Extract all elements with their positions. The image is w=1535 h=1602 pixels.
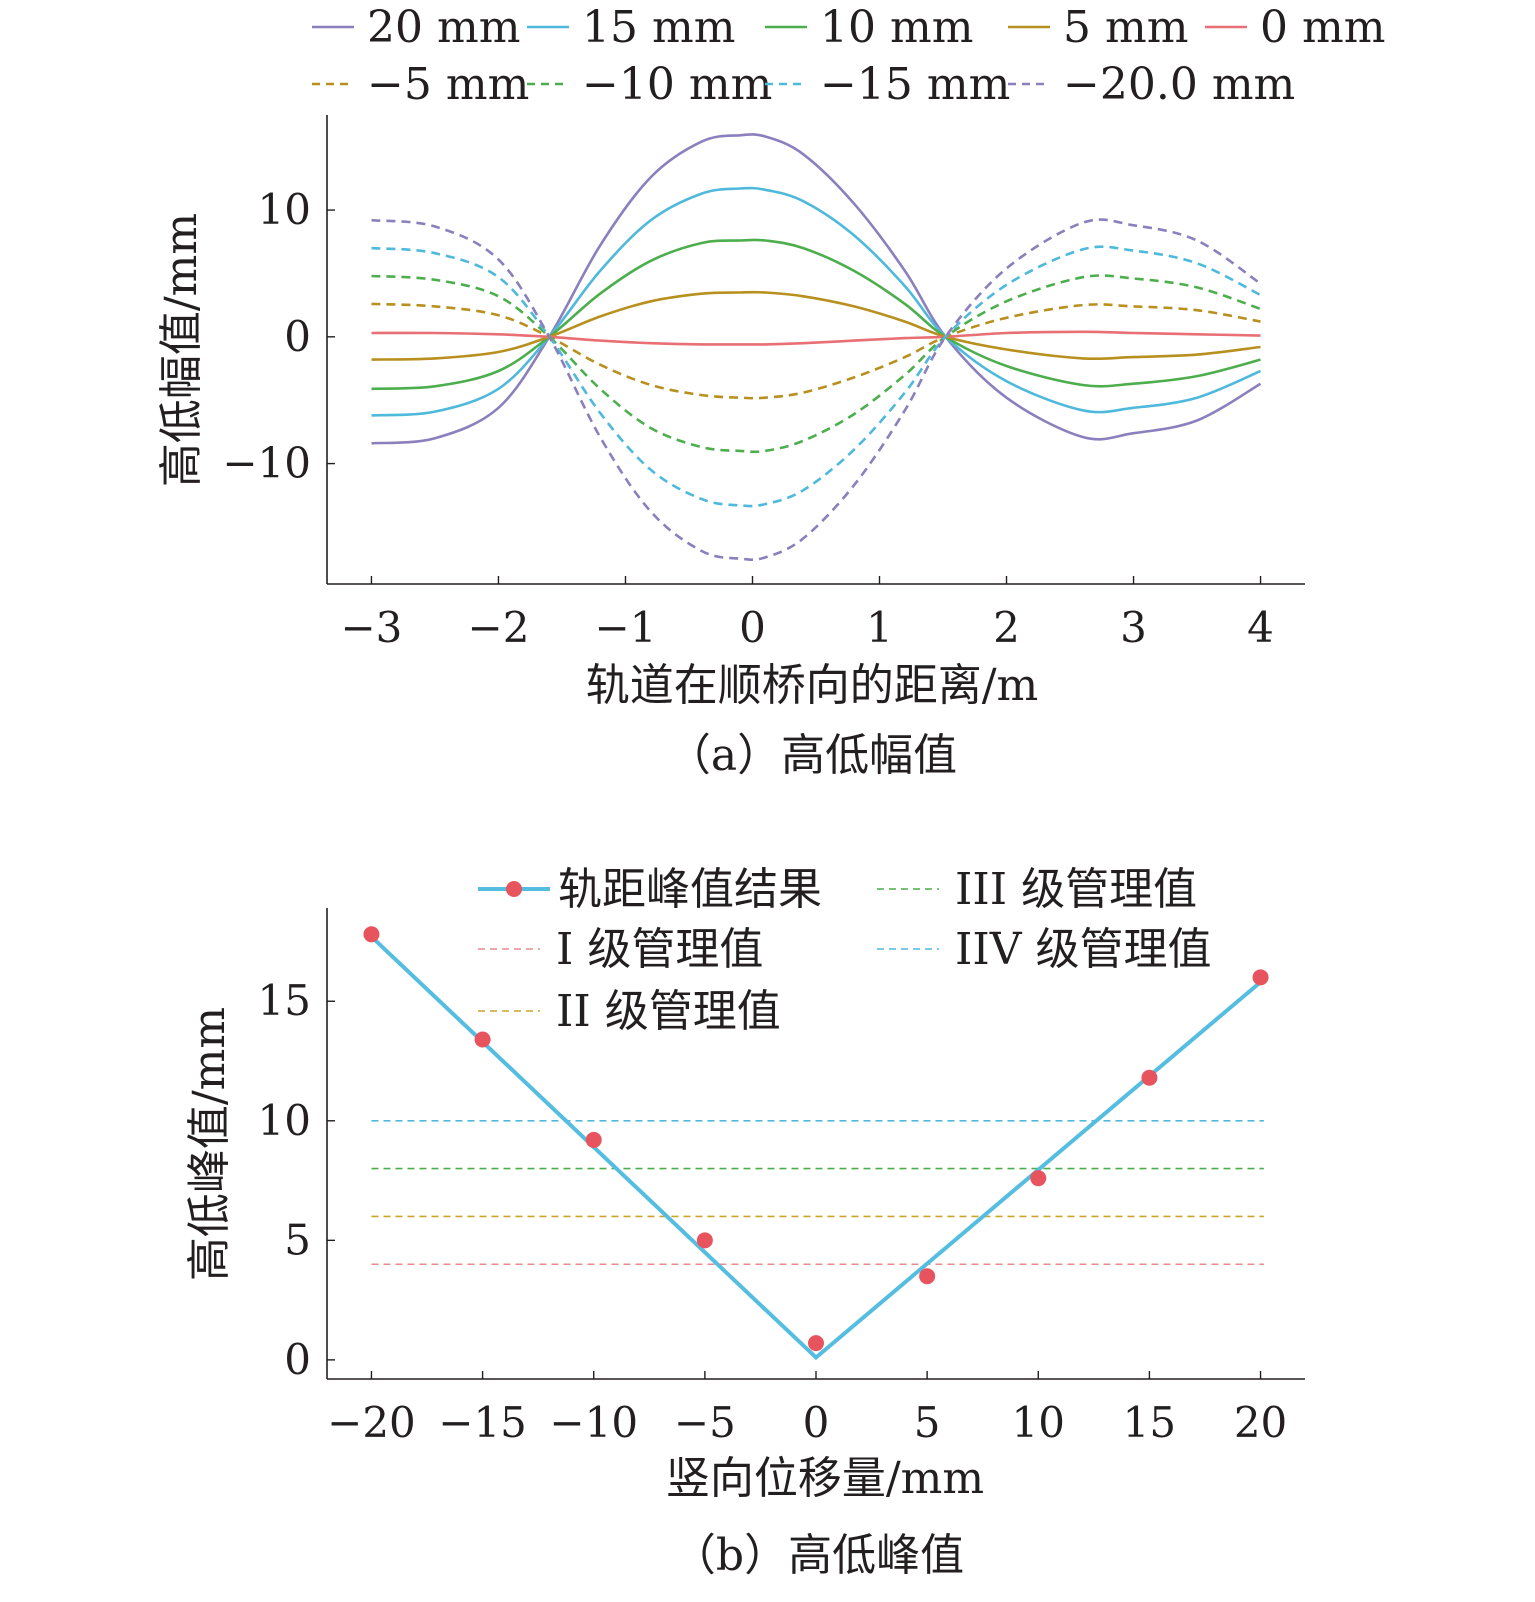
b-x-tick-label: −5 bbox=[674, 1398, 736, 1447]
a-legend-label-5-mm: 5 mm bbox=[1063, 2, 1188, 53]
a-legend-label-20-mm: 20 mm bbox=[367, 2, 520, 53]
b-y-tick-label: 10 bbox=[258, 1096, 311, 1145]
b-x-tick-label: 5 bbox=[914, 1398, 941, 1447]
b-x-tick-label: 10 bbox=[1012, 1398, 1065, 1447]
a-legend-label-15-mm: −15 mm bbox=[820, 59, 1010, 110]
a-series-5-mm bbox=[371, 302, 1261, 400]
a-x-tick-label: 4 bbox=[1247, 603, 1274, 652]
a-x-tick-label: 1 bbox=[866, 603, 893, 652]
b-fit-line bbox=[370, 935, 1262, 1361]
b-x-axis-title: 竖向位移量/mm bbox=[666, 1453, 984, 1504]
b-data-point bbox=[696, 1232, 713, 1249]
a-y-tick-label: 0 bbox=[284, 312, 311, 361]
a-series-15-mm bbox=[371, 245, 1262, 508]
b-data-point bbox=[808, 1335, 824, 1352]
a-x-tick-label: −3 bbox=[340, 603, 402, 652]
b-x-tick-label: 15 bbox=[1123, 1398, 1176, 1447]
a-series-20-mm bbox=[371, 133, 1262, 445]
b-legend-label-IIV: IIV 级管理值 bbox=[955, 924, 1212, 975]
a-legend-label-10-mm: 10 mm bbox=[820, 2, 973, 53]
a-x-tick-label: 2 bbox=[993, 603, 1020, 652]
a-series-20.0-mm bbox=[371, 218, 1262, 561]
b-caption: （b）高低峰值 bbox=[672, 1530, 964, 1581]
a-legend-label-10-mm: −10 mm bbox=[582, 59, 772, 110]
a-legend-label-20.0-mm: −20.0 mm bbox=[1063, 59, 1295, 110]
a-series-5-mm bbox=[371, 290, 1261, 361]
b-data-point bbox=[1030, 1170, 1047, 1187]
b-data-point bbox=[1252, 969, 1269, 986]
b-x-tick-label: −20 bbox=[327, 1398, 416, 1447]
b-x-tick-label: 0 bbox=[803, 1398, 830, 1447]
b-data-point bbox=[919, 1268, 936, 1285]
b-y-tick-label: 0 bbox=[284, 1335, 311, 1384]
a-series-10-mm bbox=[371, 238, 1261, 391]
a-y-tick-label: −10 bbox=[222, 439, 311, 488]
a-legend-label-15-mm: 15 mm bbox=[582, 2, 735, 53]
b-y-tick-label: 15 bbox=[258, 976, 311, 1025]
a-legend-label-0-mm: 0 mm bbox=[1260, 2, 1385, 53]
b-x-tick-label: 20 bbox=[1234, 1398, 1287, 1447]
a-x-tick-label: −1 bbox=[595, 603, 657, 652]
a-y-axis-title: 高低幅值/mm bbox=[156, 213, 207, 487]
b-legend-label-II: II 级管理值 bbox=[556, 986, 781, 1037]
b-data-point bbox=[363, 926, 380, 943]
b-data-point bbox=[585, 1131, 602, 1148]
b-legend-label-result: 轨距峰值结果 bbox=[558, 864, 822, 915]
b-legend-marker-result bbox=[506, 881, 522, 897]
b-data-point bbox=[1141, 1069, 1158, 1086]
b-y-axis-title: 高低峰值/mm bbox=[184, 1007, 235, 1281]
a-caption: （a）高低幅值 bbox=[667, 730, 957, 781]
a-series-0-mm bbox=[371, 330, 1261, 346]
b-data-point bbox=[474, 1031, 491, 1048]
a-series-15-mm bbox=[371, 186, 1262, 417]
a-x-axis-title: 轨道在顺桥向的距离/m bbox=[586, 660, 1039, 711]
b-y-tick-label: 5 bbox=[284, 1215, 311, 1264]
b-x-tick-label: −15 bbox=[438, 1398, 527, 1447]
chart-b: −20 −15 −10 −5 0 5 10 15 20 0 5 10 15 轨距峰值结果 III 级管理值 I… bbox=[184, 864, 1305, 1581]
a-x-tick-label: −2 bbox=[468, 603, 530, 652]
a-series-10-mm bbox=[371, 274, 1261, 454]
a-x-tick-label: 3 bbox=[1120, 603, 1147, 652]
a-y-tick-label: 10 bbox=[258, 185, 311, 234]
b-x-tick-label: −10 bbox=[549, 1398, 638, 1447]
a-legend-label-5-mm: −5 mm bbox=[367, 59, 529, 110]
a-x-tick-label: 0 bbox=[739, 603, 766, 652]
b-legend-label-I: I 级管理值 bbox=[556, 924, 763, 975]
b-legend-label-III: III 级管理值 bbox=[955, 864, 1197, 915]
